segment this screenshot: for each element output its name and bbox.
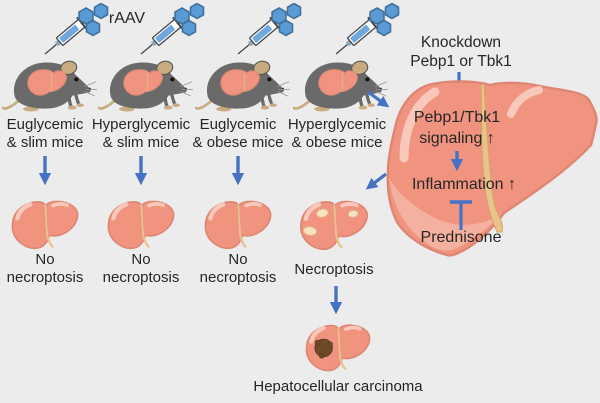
group-3-label: Euglycemic & obese mice <box>192 116 284 151</box>
mouse-icon <box>195 54 291 121</box>
big-liver-icon <box>386 80 598 257</box>
necroptosis-label: Necroptosis <box>294 261 374 278</box>
mouse-icon <box>2 54 98 121</box>
inflammation-label: Inflammation ↑ <box>411 176 517 193</box>
raav-particles-icon <box>266 3 306 39</box>
inhibition-bar-up-icon <box>450 200 472 230</box>
raav-particles-icon <box>73 3 113 39</box>
raav-label: rAAV <box>108 10 146 27</box>
knockdown-label: Knockdown Pebp1 or Tbk1 <box>410 34 512 70</box>
down-arrow-icon <box>134 156 148 186</box>
down-arrow-icon <box>38 156 52 186</box>
raav-particles-icon <box>364 3 404 39</box>
outcome-1-label: No necroptosis <box>6 251 84 286</box>
carcinoma-label: Hepatocellular carcinoma <box>253 378 423 395</box>
down-arrow-icon <box>329 286 343 315</box>
necroptotic-liver-icon <box>296 194 372 257</box>
liver-icon <box>104 194 178 256</box>
prednisone-label: Prednisone <box>420 229 502 246</box>
group-2-label: Hyperglycemic & slim mice <box>91 116 191 151</box>
outcome-3-label: No necroptosis <box>199 251 277 286</box>
raav-particles-icon <box>169 3 209 39</box>
liver-icon <box>201 194 275 256</box>
diagonal-arrow-to-big-liver-icon <box>367 90 390 108</box>
group-1-label: Euglycemic & slim mice <box>6 116 84 151</box>
down-arrow-icon <box>450 151 464 172</box>
diagonal-arrow-to-necroptotic-liver-icon <box>365 172 387 190</box>
mouse-icon <box>98 54 194 121</box>
down-arrow-icon <box>231 156 245 186</box>
liver-icon <box>8 194 82 256</box>
tumor-liver-icon <box>301 318 375 378</box>
signaling-label: Pebp1/Tbk1 signaling ↑ <box>413 109 501 147</box>
outcome-2-label: No necroptosis <box>102 251 180 286</box>
group-4-label: Hyperglycemic & obese mice <box>287 116 387 151</box>
